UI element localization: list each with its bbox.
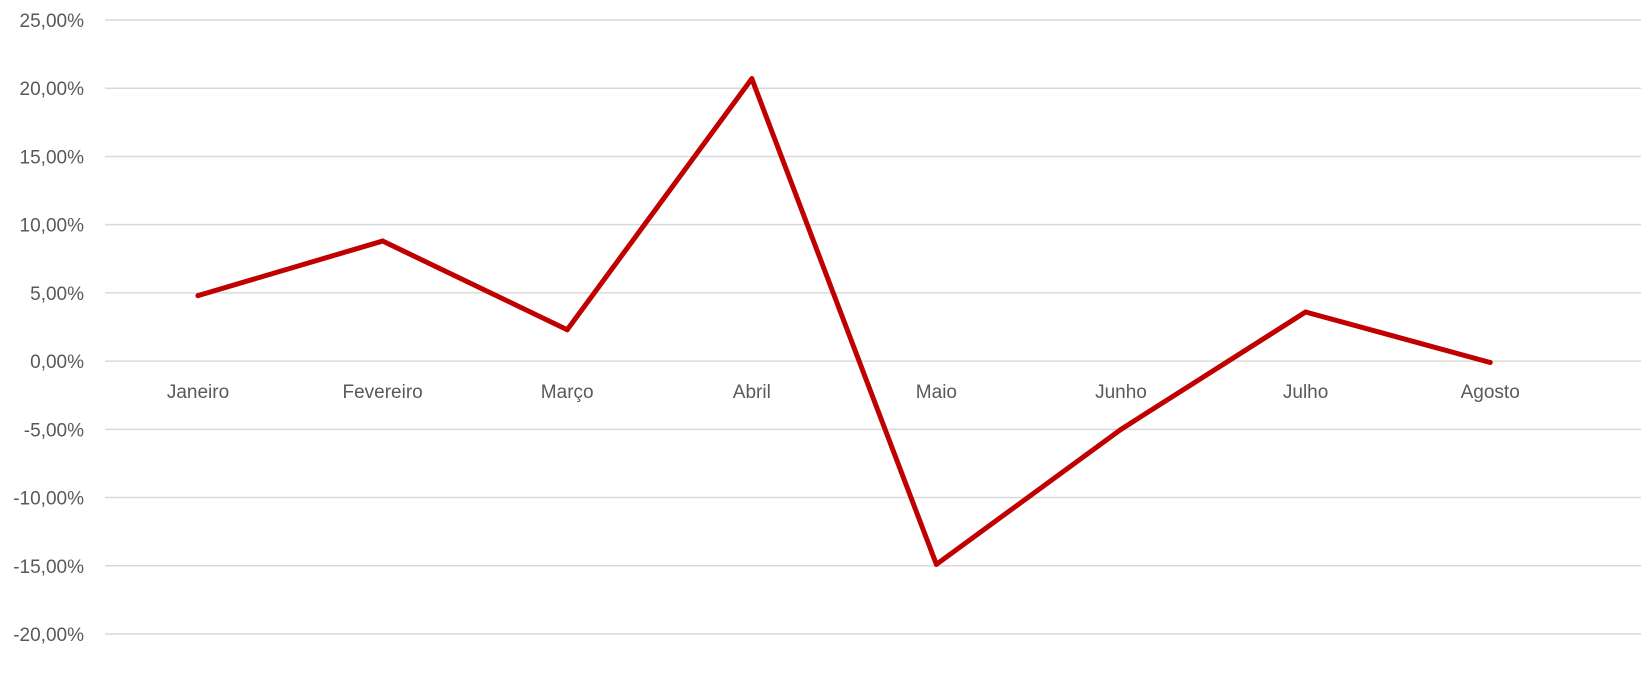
y-tick-label: -15,00%	[13, 557, 84, 578]
x-tick-label: Abril	[733, 382, 771, 403]
data-point	[564, 327, 570, 333]
y-tick-label: 20,00%	[20, 79, 85, 100]
y-tick-label: 0,00%	[30, 352, 84, 373]
x-tick-label: Junho	[1095, 382, 1147, 403]
y-tick-label: 25,00%	[20, 11, 85, 32]
x-tick-label: Fevereiro	[342, 382, 422, 403]
series-line	[195, 76, 1493, 567]
data-point	[933, 561, 939, 567]
y-tick-label: 5,00%	[30, 284, 84, 305]
y-tick-label: -20,00%	[13, 625, 84, 646]
data-point	[1487, 359, 1493, 365]
y-tick-label: -5,00%	[24, 420, 84, 441]
y-tick-label: -10,00%	[13, 489, 84, 510]
x-tick-label: Janeiro	[167, 382, 229, 403]
data-point	[195, 293, 201, 299]
y-tick-label: 15,00%	[20, 147, 85, 168]
gridlines	[105, 19, 1641, 635]
data-point	[1303, 309, 1309, 315]
x-axis: Janeiro Fevereiro Março Abril Maio Junho Julho…	[167, 382, 1520, 403]
series-lines	[195, 76, 1493, 567]
x-tick-label: Março	[541, 382, 594, 403]
x-tick-label: Agosto	[1461, 382, 1520, 403]
data-point	[1118, 426, 1124, 432]
x-tick-label: Julho	[1283, 382, 1328, 403]
x-tick-label: Maio	[916, 382, 957, 403]
data-point	[749, 76, 755, 82]
y-axis: 25,00% 20,00% 15,00% 10,00% 5,00% 0,00% -5,00%…	[13, 11, 84, 646]
y-tick-label: 10,00%	[20, 216, 85, 237]
data-point	[380, 238, 386, 244]
